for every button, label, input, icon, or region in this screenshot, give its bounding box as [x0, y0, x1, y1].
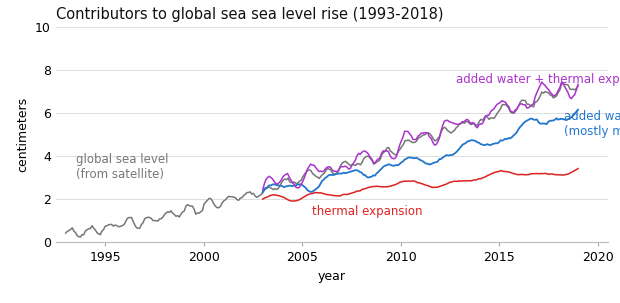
Text: Contributors to global sea sea level rise (1993-2018): Contributors to global sea sea level ris…	[56, 7, 443, 22]
Text: thermal expansion: thermal expansion	[312, 205, 422, 218]
Text: global sea level
(from satellite): global sea level (from satellite)	[76, 153, 168, 181]
Text: added water
(mostly meltwater): added water (mostly meltwater)	[564, 110, 620, 138]
X-axis label: year: year	[317, 270, 346, 283]
Y-axis label: centimeters: centimeters	[17, 97, 30, 172]
Text: added water + thermal expansion: added water + thermal expansion	[456, 73, 620, 86]
